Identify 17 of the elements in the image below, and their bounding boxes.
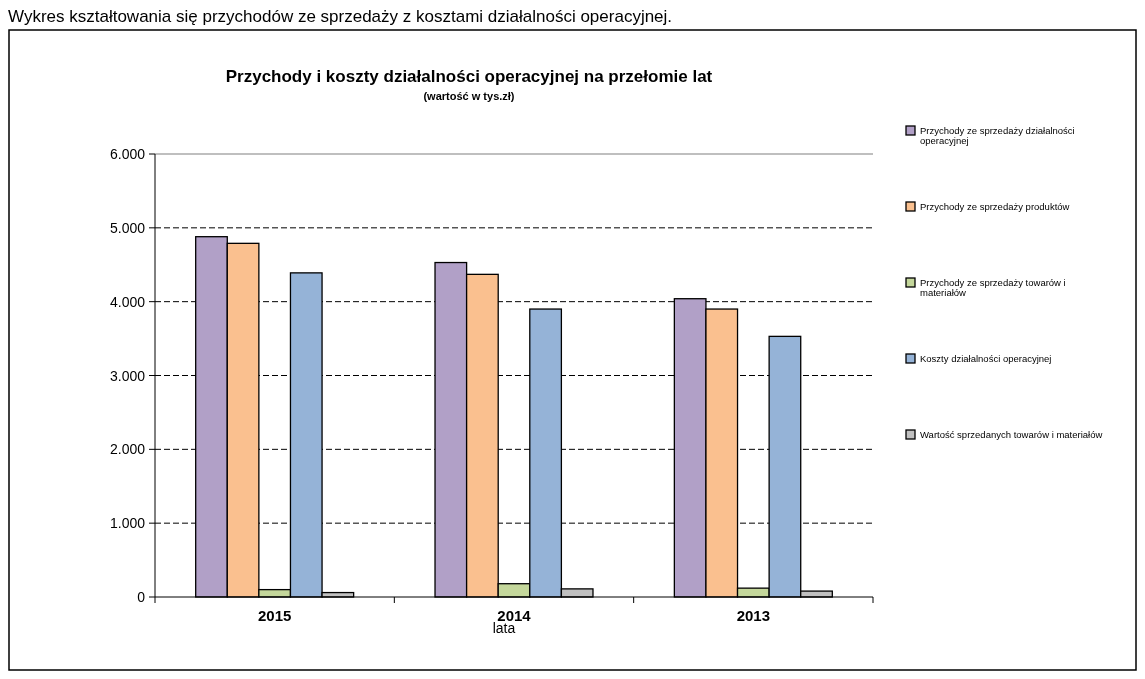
legend-label: Przychody ze sprzedaży działalności operacyjnej: [920, 125, 1075, 146]
chart-subtitle: (wartość w tys.zł): [423, 90, 515, 102]
legend-label: Przychody ze sprzedaży towarów i materiałów: [920, 277, 1066, 298]
text: Wykres kształtowania się przychodów ze sprzedaży z kosztami działalności operacyjnej.: [8, 7, 673, 26]
legend-label: Wartość sprzedanych towarów i materiałów: [920, 429, 1103, 440]
legend-label: Koszty działalności operacyjnej: [920, 353, 1052, 364]
x-tick-label: 2015: [257, 607, 292, 624]
y-tick-label: 5.000: [109, 219, 146, 236]
y-tick-label: 4.000: [109, 293, 146, 310]
y-tick-label: 2.000: [109, 441, 146, 458]
legend-label: Przychody ze sprzedaży produktów: [920, 201, 1070, 212]
y-tick-label: 6.000: [109, 146, 146, 162]
y-tick-label: 1.000: [109, 515, 146, 532]
y-tick-label: 0: [137, 589, 146, 605]
chart-title: Przychody i koszty działalności operacyjnej na przełomie lat: [225, 67, 713, 86]
x-tick-label: 2013: [736, 607, 771, 624]
y-tick-label: 3.000: [109, 367, 146, 384]
